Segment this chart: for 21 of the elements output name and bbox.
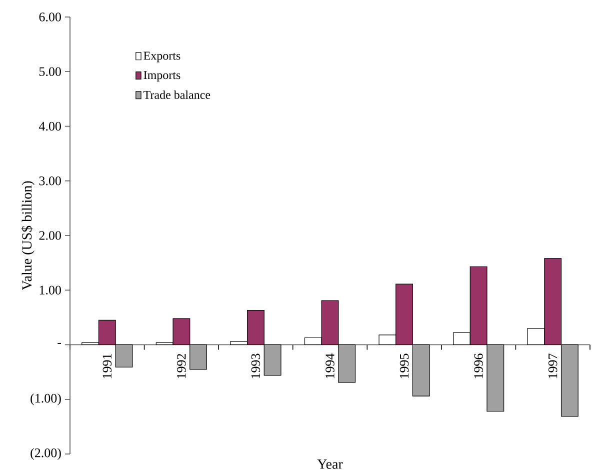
x-tick-label: 1996 [474, 354, 483, 378]
y-axis-title: Value (US$ billion) [21, 181, 34, 290]
y-tick-label: 4.00 [38, 122, 61, 131]
y-tick-label: 5.00 [39, 67, 61, 76]
x-tick-label: 1992 [177, 354, 186, 378]
x-tick-label: 1995 [400, 354, 409, 378]
y-tick-label: 2.00 [39, 231, 61, 240]
legend-label: Trade balance [144, 90, 210, 99]
x-tick-label: 1991 [102, 354, 112, 378]
legend-label: Imports [144, 71, 180, 82]
x-axis-title: Year [317, 460, 343, 469]
y-tick-label: 3.00 [39, 176, 61, 186]
y-tick-label: (1.00) [30, 393, 61, 406]
legend-label: Exports [144, 52, 180, 62]
x-tick-label: 1997 [548, 354, 558, 378]
x-tick-label: 1993 [251, 354, 260, 378]
y-tick-label: (2.00) [30, 448, 61, 460]
y-tick-label: - [58, 342, 61, 344]
y-tick-label: 6.00 [39, 12, 61, 22]
x-tick-label: 1994 [326, 353, 334, 378]
y-tick-label: 1.00 [40, 286, 61, 295]
